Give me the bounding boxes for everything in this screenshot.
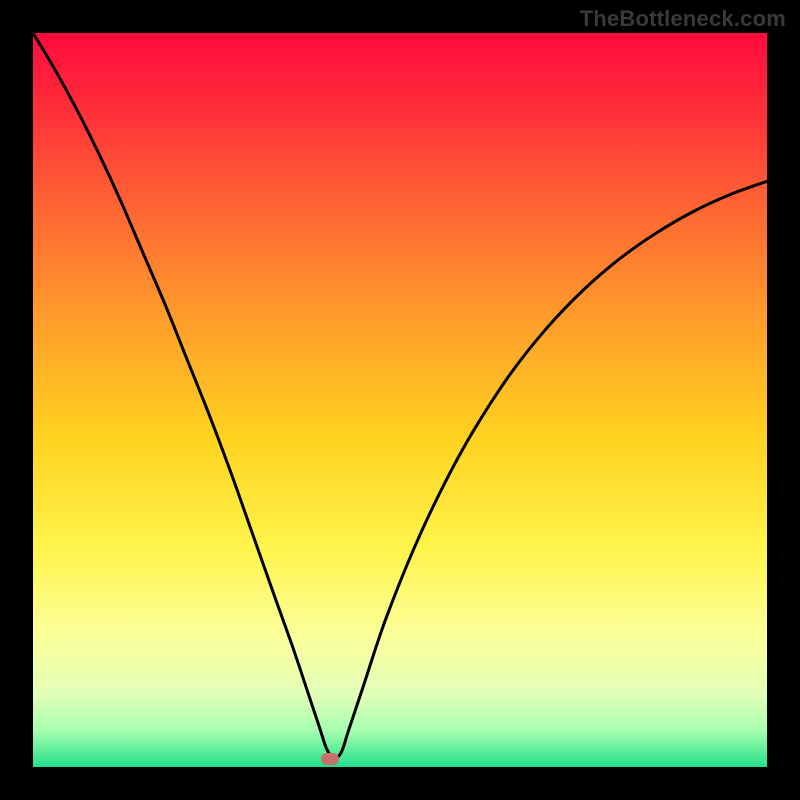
optimum-marker — [321, 753, 339, 765]
chart-stage: TheBottleneck.com — [0, 0, 800, 800]
background-gradient — [33, 33, 767, 767]
watermark-text: TheBottleneck.com — [580, 6, 786, 32]
plot-area — [33, 33, 767, 767]
gradient-rect — [33, 33, 767, 767]
